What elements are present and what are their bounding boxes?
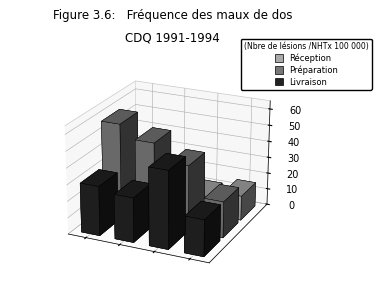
Text: Figure 3.6:   Fréquence des maux de dos: Figure 3.6: Fréquence des maux de dos	[53, 9, 293, 22]
Legend: Réception, Préparation, Livraison: Réception, Préparation, Livraison	[241, 39, 372, 90]
Text: CDQ 1991-1994: CDQ 1991-1994	[126, 32, 220, 45]
